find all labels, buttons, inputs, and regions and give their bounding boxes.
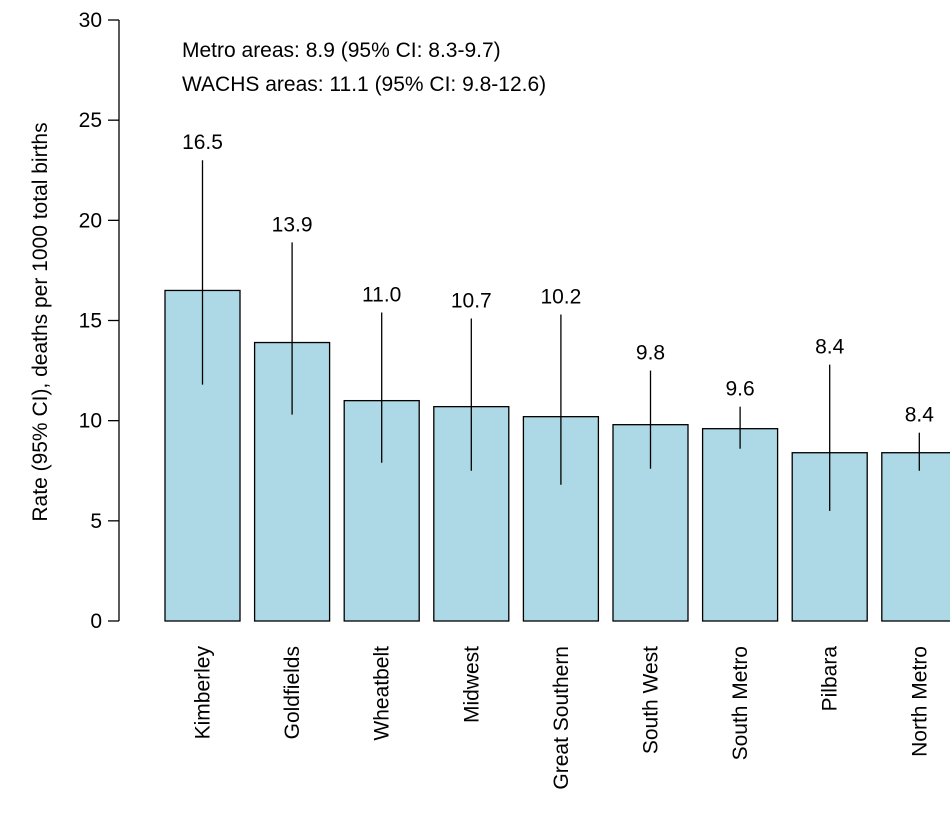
data-label: 11.0 [362,283,401,306]
category-label: Kimberley [192,646,215,740]
category-label: Great Southern [550,646,573,790]
y-tick-label: 5 [90,510,102,533]
category-label: Wheatbelt [371,646,394,741]
data-label: 9.8 [636,342,665,365]
y-tick-label: 10 [79,410,102,433]
data-label: 10.7 [451,289,492,312]
y-tick-label: 20 [79,209,102,232]
y-axis: 0 5 10 15 20 25 30 [79,9,120,633]
y-tick-label: 15 [79,310,102,333]
bar [881,452,950,622]
data-label: 10.2 [540,285,581,308]
y-tick-label: 30 [79,9,102,32]
data-label: 8.4 [905,404,935,427]
category-labels: Kimberley Goldfields Wheatbelt Midwest Great… [192,646,932,790]
y-tick-label: 0 [90,610,102,633]
data-label: 8.4 [815,336,845,359]
bars: 16.5 13.9 11.0 10.7 10.2 9.8 9.6 8.4 8.4 [164,131,950,622]
category-label: Goldfields [281,646,304,739]
bar [343,399,420,622]
annotation-metro: Metro areas: 8.9 (95% CI: 8.3-9.7) [182,39,501,62]
category-label: Pilbara [819,646,842,712]
bar [701,428,779,622]
data-label: 16.5 [182,131,223,154]
category-label: Midwest [460,646,483,723]
category-label: South Metro [729,646,752,760]
data-label: 9.6 [725,378,754,401]
bar [612,424,689,622]
y-tick-label: 25 [79,109,102,132]
y-axis-title: Rate (95% CI), deaths per 1000 total bir… [29,122,52,521]
category-label: South West [640,646,663,754]
data-label: 13.9 [272,213,313,236]
annotation-wachs: WACHS areas: 11.1 (95% CI: 9.8-12.6) [182,73,546,96]
category-label: North Metro [908,646,931,757]
